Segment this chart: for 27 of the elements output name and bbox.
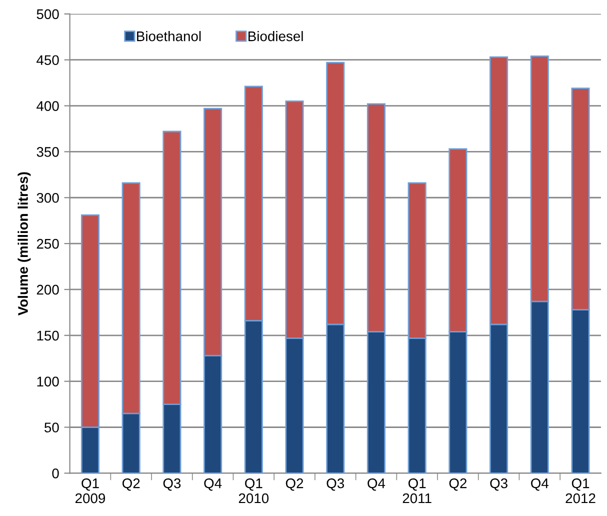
x-tick-label: Q1 2011 <box>402 478 432 504</box>
y-tick-label: 300 <box>36 192 59 203</box>
y-tick-label: 450 <box>36 55 59 66</box>
x-tick-label: Q1 2009 <box>75 478 106 504</box>
x-tick-label: Q3 <box>490 478 508 491</box>
x-tick-label: Q3 <box>326 478 344 491</box>
y-tick-label: 500 <box>36 9 59 20</box>
y-tick-label: 350 <box>36 147 59 157</box>
y-tick-label: 100 <box>37 376 59 386</box>
legend-label: Bioethanol <box>137 31 201 42</box>
x-tick-label: Q4 <box>531 478 549 491</box>
x-tick-label: Q1 2012 <box>566 478 596 504</box>
x-tick-label: Q2 <box>449 478 466 491</box>
y-tick-label: 200 <box>36 284 59 295</box>
y-tick-label: 0 <box>52 468 59 478</box>
y-axis-title: Volume (million litres) <box>18 172 31 316</box>
x-tick-label: Q4 <box>204 478 222 491</box>
y-tick-label: 150 <box>37 330 59 341</box>
x-tick-label: Q1 2010 <box>238 478 269 504</box>
x-tick-label: Q3 <box>163 478 181 491</box>
y-tick-label: 250 <box>36 238 59 249</box>
x-tick-label: Q2 <box>122 478 140 491</box>
x-tick-label: Q2 <box>286 478 304 491</box>
x-tick-label: Q4 <box>368 478 386 491</box>
y-tick-label: 400 <box>36 101 59 111</box>
y-tick-label: 50 <box>44 422 59 432</box>
legend-label: Biodiesel <box>248 31 303 42</box>
